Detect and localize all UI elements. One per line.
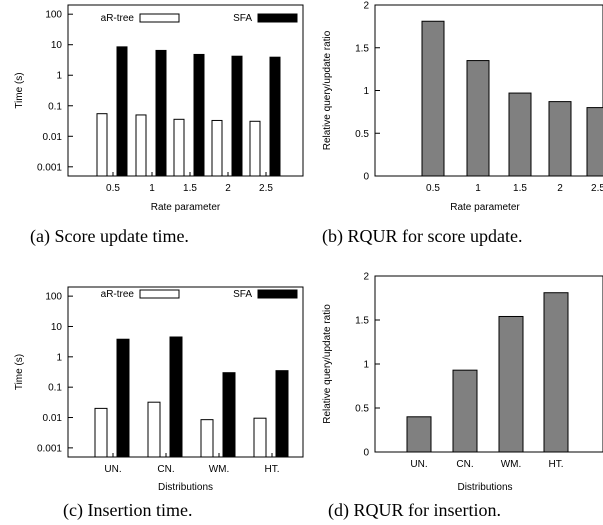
x-tick-label: 0.5 [106, 183, 120, 194]
x-axis-label: Distributions [158, 482, 213, 493]
legend-label-artree: aR-tree [101, 289, 135, 300]
y-tick-label: 0 [363, 448, 369, 459]
y-tick-label: 2 [363, 1, 369, 12]
bar-sfa-1 [155, 49, 167, 177]
panel-caption: (a) Score update time. [30, 226, 189, 247]
x-tick-label: 2 [557, 183, 563, 194]
bar-ratio-0 [406, 416, 432, 453]
chart-panel-a: 100 10 1 0.1 0.01 0.001 0.5 1 1.5 2 2.5 aR-tree SFA R… [14, 4, 304, 247]
x-tick-label: 2.5 [259, 183, 273, 194]
x-tick-label: CN. [157, 464, 174, 475]
y-tick-label: 2 [363, 272, 369, 283]
bar-ratio-4 [586, 107, 603, 177]
chart-panel-b: 2 1.5 1 0.5 0 0.5 1 1.5 2 2.5 Rate parameter Relati… [322, 1, 603, 247]
y-tick-label: 1 [56, 352, 62, 363]
bar-artree-2 [173, 118, 185, 177]
bar-ratio-3 [543, 292, 569, 453]
panel-caption: (b) RQUR for score update. [322, 226, 522, 247]
bar-ratio-2 [498, 315, 524, 453]
y-tick-label: 1.5 [355, 43, 369, 54]
x-tick-label: UN. [104, 464, 121, 475]
bar-artree-3 [211, 119, 223, 177]
bar-artree-3 [253, 417, 267, 458]
panel-caption: (d) RQUR for insertion. [328, 500, 501, 521]
bar-sfa-3 [231, 55, 243, 177]
bar-ratio-1 [452, 369, 478, 453]
x-tick-label: 1 [475, 183, 481, 194]
panel-caption: (c) Insertion time. [63, 500, 192, 521]
legend-swatch-sfa [257, 13, 298, 23]
x-tick-label: 1.5 [183, 183, 197, 194]
y-tick-label: 10 [51, 322, 63, 333]
bar-sfa-2 [222, 372, 236, 458]
x-tick-label: CN. [456, 459, 473, 470]
x-tick-label: HT. [549, 459, 564, 470]
y-tick-label: 0.5 [355, 404, 369, 415]
x-axis-label: Distributions [457, 482, 512, 493]
plot-frame [67, 286, 304, 458]
bar-sfa-2 [193, 53, 205, 177]
x-tick-label: 1 [149, 183, 155, 194]
legend-label-sfa: SFA [233, 289, 252, 300]
x-axis-label: Rate parameter [151, 202, 221, 213]
bar-sfa-1 [169, 336, 183, 458]
bar-artree-0 [94, 407, 108, 458]
y-tick-label: 1 [56, 71, 62, 82]
legend-swatch-artree [139, 13, 180, 23]
y-axis-label: Relative query/update ratio [322, 30, 333, 150]
bar-sfa-4 [269, 56, 281, 177]
x-tick-label: WM. [209, 464, 230, 475]
y-tick-label: 0 [363, 172, 369, 183]
y-tick-label: 1.5 [355, 316, 369, 327]
bar-ratio-1 [466, 60, 490, 177]
x-tick-label: 2 [225, 183, 231, 194]
y-tick-label: 0.01 [43, 413, 63, 424]
y-tick-label: 0.1 [48, 101, 62, 112]
y-tick-label: 100 [45, 292, 62, 303]
y-axis-label: Relative query/update ratio [322, 304, 333, 424]
x-tick-label: HT. [265, 464, 280, 475]
y-tick-label: 10 [51, 40, 63, 51]
x-tick-label: 2.5 [591, 183, 603, 194]
x-tick-label: 0.5 [426, 183, 440, 194]
bar-artree-2 [200, 419, 214, 458]
x-tick-label: 1.5 [513, 183, 527, 194]
chart-panel-d: 2 1.5 1 0.5 0 UN. CN. WM. HT. Distributions Relati… [322, 272, 603, 521]
y-tick-label: 0.1 [48, 383, 62, 394]
y-tick-label: 0.001 [37, 162, 62, 173]
bar-sfa-0 [116, 338, 130, 458]
bar-artree-0 [96, 113, 108, 177]
bar-artree-4 [249, 120, 261, 177]
x-axis-label: Rate parameter [450, 202, 520, 213]
y-tick-label: 1 [363, 86, 369, 97]
plot-frame [67, 4, 304, 177]
legend-swatch-sfa [257, 289, 298, 299]
bar-sfa-3 [275, 370, 289, 458]
y-tick-label: 0.5 [355, 129, 369, 140]
chart-panel-c: 100 10 1 0.1 0.01 0.001 UN. CN. WM. HT. aR-tree SFA… [14, 286, 304, 521]
x-tick-label: WM. [501, 459, 522, 470]
bar-ratio-0 [421, 20, 445, 177]
x-tick-label: UN. [410, 459, 427, 470]
legend-label-artree: aR-tree [101, 13, 135, 24]
y-tick-label: 0.001 [37, 443, 62, 454]
bar-ratio-2 [508, 92, 532, 177]
legend-label-sfa: SFA [233, 13, 252, 24]
bar-artree-1 [147, 401, 161, 458]
y-tick-label: 1 [363, 360, 369, 371]
y-tick-label: 100 [45, 10, 62, 21]
bar-artree-1 [135, 114, 147, 177]
bar-sfa-0 [116, 46, 128, 177]
legend-swatch-artree [139, 289, 180, 299]
y-axis-label: Time (s) [14, 354, 25, 390]
y-axis-label: Time (s) [14, 72, 25, 108]
y-tick-label: 0.01 [43, 132, 63, 143]
bar-ratio-3 [548, 101, 572, 177]
